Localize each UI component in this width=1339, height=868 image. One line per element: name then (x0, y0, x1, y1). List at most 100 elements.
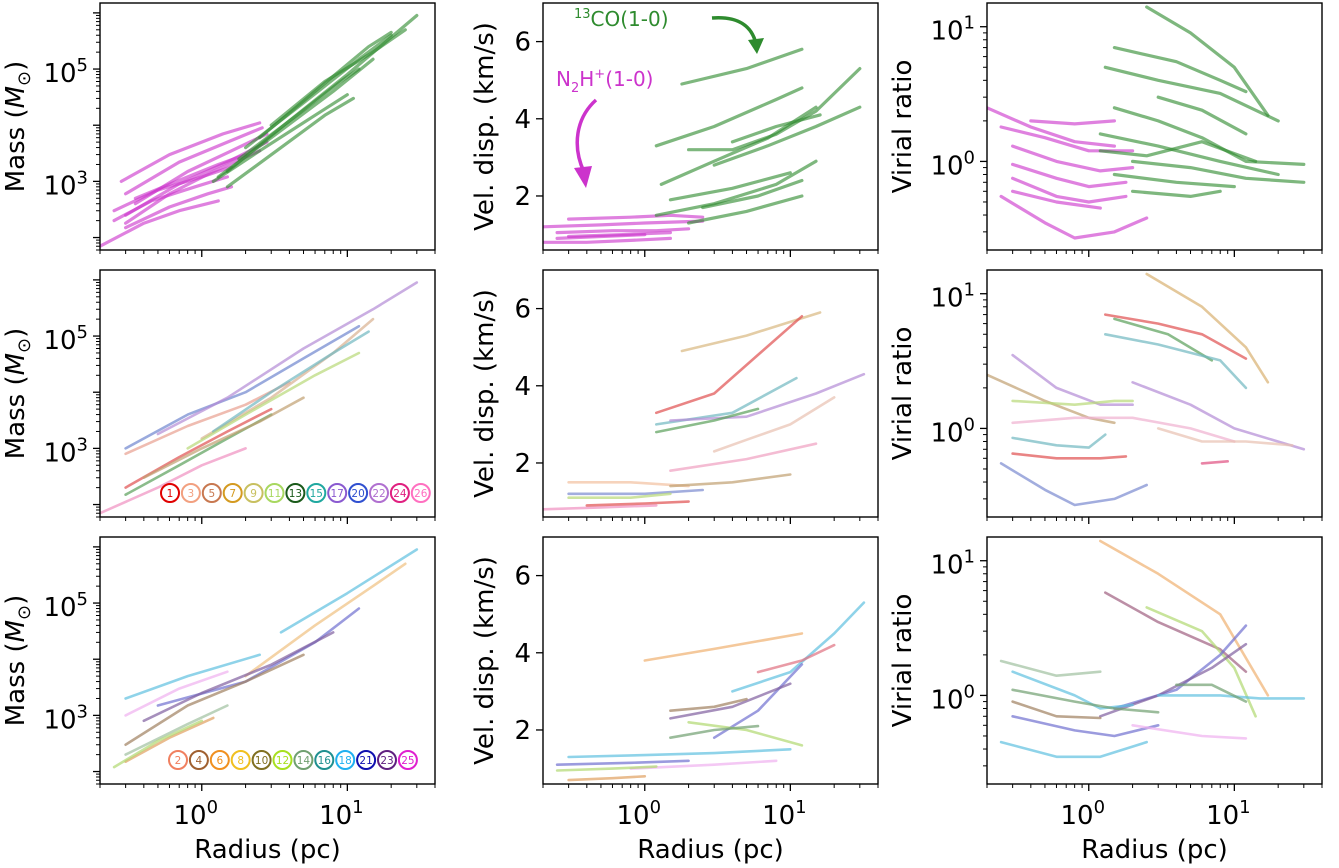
vel-top-series-2 (543, 236, 672, 244)
mass-top-series-8 (100, 199, 220, 248)
vir-mid-series-9 (1011, 399, 1134, 406)
mass-top-ytick-label: 105 (43, 55, 88, 89)
n2h-annotation: N2H+(1-0) (556, 67, 653, 96)
vir-bot-series-1 (1104, 591, 1248, 673)
vir-bot-series-8 (999, 659, 1102, 677)
vir-mid-frame (986, 269, 1323, 518)
mass-bot-legend-marker (314, 750, 335, 770)
vel-bot-xlabel: Radius (pc) (637, 835, 784, 865)
vel-mid-frame (542, 269, 879, 518)
mass-mid-legend-label: 22 (372, 488, 385, 500)
vel-bot-xtick-label: 100 (616, 797, 661, 831)
mass-top-series-12 (216, 57, 375, 179)
mass-bot-legend-label: 8 (237, 755, 244, 767)
mass-mid-legend-marker (264, 483, 285, 503)
mass-bot-legend-label: 4 (196, 755, 203, 767)
mass-bot-legend-label: 2 (175, 755, 182, 767)
vel-bot-series-11 (629, 759, 778, 770)
vir-top-series-8 (1145, 5, 1270, 117)
vir-mid-series-12 (1156, 427, 1294, 447)
vel-top-ytick-label: 4 (514, 105, 531, 135)
vir-mid-ytick-label: 100 (930, 414, 975, 448)
vel-mid-series-8 (567, 488, 704, 496)
mass-bot-legend-label: 21 (359, 755, 372, 767)
vir-top-series-1 (1011, 176, 1128, 204)
mass-bot-legend-marker (251, 750, 272, 770)
vir-bot-xtick-label: 100 (1060, 797, 1105, 831)
vel-bot-ylabel: Vel. disp. (km/s) (470, 556, 500, 765)
vel-mid-series-5 (712, 396, 836, 453)
mass-top-frame (99, 2, 436, 251)
mass-mid-legend-label: 26 (414, 488, 428, 500)
vel-mid-series-10 (669, 473, 792, 488)
vel-bot-ytick-label: 6 (514, 562, 531, 592)
vir-top-series-7 (1011, 189, 1102, 210)
mass-bot-legend-marker (377, 750, 397, 770)
mass-bot-series-0 (124, 653, 261, 700)
vir-bot-ytick-label: 101 (930, 547, 975, 581)
mass-bot-legend-label: 14 (297, 755, 311, 767)
vir-top-panel: 100 101 Virial ratio (888, 2, 1323, 257)
mass-bot-legend-marker (272, 750, 293, 770)
vel-mid-series-12 (585, 500, 690, 507)
mass-top-series-4 (119, 121, 262, 183)
mass-bot-legend-marker (397, 750, 418, 770)
vel-bot-ytick-label: 4 (514, 639, 531, 669)
vel-top-ylabel: Vel. disp. (km/s) (470, 22, 500, 231)
vel-top-series-11 (687, 194, 804, 225)
vel-top-series-0 (543, 219, 705, 229)
vel-top-panel: 2 4 6 Vel. disp. (km/s) (470, 2, 879, 257)
mass-bot-series-8 (112, 719, 204, 769)
vir-mid-series-6 (1011, 433, 1107, 449)
vir-top-series-13 (1131, 159, 1306, 184)
mass-bot-legend-label: 12 (276, 755, 289, 767)
mass-bot-series-3 (244, 562, 407, 678)
mass-mid-legend-label: 1 (167, 488, 174, 500)
vel-top-series-15 (730, 113, 822, 144)
mass-mid-legend-label: 15 (310, 488, 323, 500)
mass-top-series-17 (225, 96, 355, 189)
mass-bot-legend-marker (230, 750, 251, 770)
vir-bot-xlabel: Radius (pc) (1081, 835, 1228, 865)
mass-bot-xtick-label: 101 (319, 797, 364, 831)
vel-mid-ytick-label: 2 (514, 449, 531, 479)
vir-bot-series-10 (1011, 700, 1102, 720)
vir-top-ytick-label: 100 (930, 147, 975, 181)
vir-mid-series-7 (1011, 353, 1134, 406)
mass-bot-ytick-label: 105 (43, 589, 88, 623)
vel-top-series-9 (687, 67, 862, 152)
vir-top-series-2 (987, 106, 1116, 148)
vir-mid-panel: 100 101 Virial ratio (888, 269, 1323, 524)
co-arrowhead (748, 38, 764, 54)
mass-bot-legend-label: 23 (380, 755, 393, 767)
mass-mid-ytick-label: 103 (43, 434, 88, 468)
mass-mid-ytick-label: 105 (43, 322, 88, 356)
mass-bot-series-4 (124, 653, 305, 746)
vel-bot-series-5 (669, 697, 748, 712)
vel-top-series-1 (555, 227, 691, 235)
mass-mid-ylabel: Mass (M⊙) (1, 328, 35, 460)
mass-top-series-3 (124, 126, 264, 196)
mass-top-ytick-label: 103 (43, 167, 88, 201)
mass-mid-legend-marker (369, 483, 389, 503)
vir-top-frame (986, 2, 1323, 251)
mass-mid-series-9 (142, 396, 305, 479)
mass-bot-legend-marker (209, 750, 230, 770)
mass-bot-series-2 (156, 607, 361, 707)
mass-mid-series-5 (200, 317, 375, 440)
vir-mid-series-4 (999, 462, 1148, 507)
mass-mid-frame (99, 269, 436, 518)
vir-top-series-17 (1098, 140, 1258, 163)
mass-mid-legend-marker (306, 483, 327, 503)
vel-top-ytick-label: 6 (514, 28, 531, 58)
vel-top-ytick-label: 2 (514, 182, 531, 212)
vel-bot-series-7 (669, 724, 760, 739)
mass-mid-legend-marker (160, 483, 180, 503)
mass-mid-legend-marker (389, 483, 410, 503)
mass-top-series-15 (211, 93, 349, 183)
vel-bot-series-9 (555, 759, 690, 766)
vir-top-series-0 (999, 194, 1149, 240)
vir-bot-series-7 (1011, 670, 1134, 710)
vir-bot-series-13 (1175, 683, 1248, 703)
n2h-arrow (575, 98, 598, 173)
